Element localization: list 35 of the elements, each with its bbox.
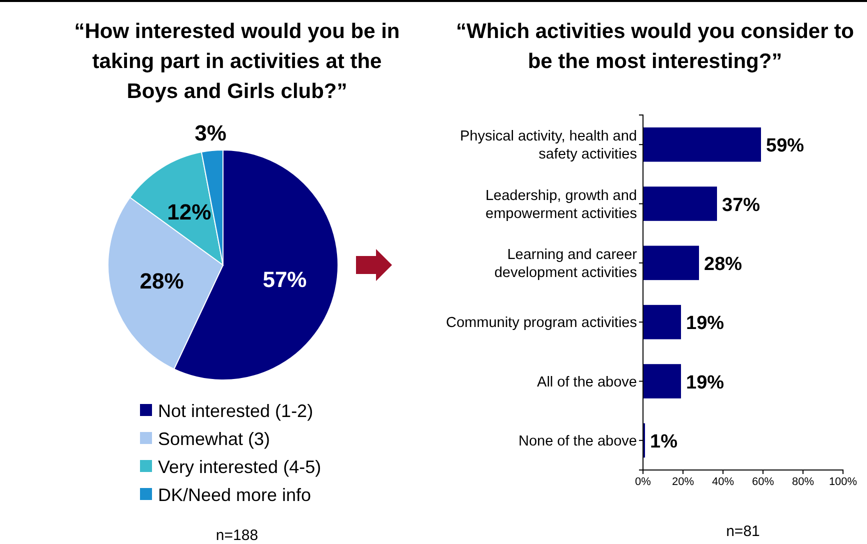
data-label: 28% <box>140 268 184 294</box>
text: n=81 <box>726 523 760 540</box>
chart-title: “How interested would you be in taking part in activities at the Boys and Girls club?” <box>74 20 400 103</box>
bar <box>643 127 761 162</box>
x-tick-label: 40% <box>712 476 734 488</box>
y-tick-label: Leadership, growth and empowerment activities <box>485 188 637 222</box>
legend-label: DK/Need more info <box>158 485 312 505</box>
data-label: 1% <box>650 431 678 452</box>
chart-title: “Which activities would you consider to be the most interesting?” <box>456 20 854 73</box>
data-label: 59% <box>766 136 804 157</box>
x-tick-label: 20% <box>672 476 694 488</box>
data-label: 28% <box>704 254 742 275</box>
y-tick-label: Physical activity, health and safety activities <box>460 128 637 163</box>
y-tick-label: Learning and career development activities <box>494 246 638 282</box>
y-tick-label: Community program activities <box>446 315 637 332</box>
legend-label: Not interested (1-2) <box>158 401 314 421</box>
data-label: 12% <box>167 200 212 225</box>
bar <box>643 304 681 340</box>
bar <box>643 364 681 398</box>
data-label: 19% <box>686 372 724 394</box>
x-tick-label: 100% <box>828 476 858 488</box>
legend-label: Somewhat (3) <box>158 429 270 449</box>
bar <box>643 246 699 280</box>
x-tick-label: 60% <box>752 476 774 488</box>
legend-label: Very interested (4-5) <box>158 457 322 477</box>
y-tick-label: None of the above <box>518 433 637 450</box>
bar <box>643 186 717 221</box>
data-label: 19% <box>686 313 724 334</box>
data-label: 3% <box>194 120 226 146</box>
x-tick-label: 80% <box>792 476 814 488</box>
y-tick-label: All of the above <box>537 374 637 390</box>
x-tick-label: 0% <box>635 476 652 488</box>
data-label: 37% <box>722 194 760 216</box>
text: n=188 <box>216 527 258 544</box>
data-label: 57% <box>262 266 307 292</box>
